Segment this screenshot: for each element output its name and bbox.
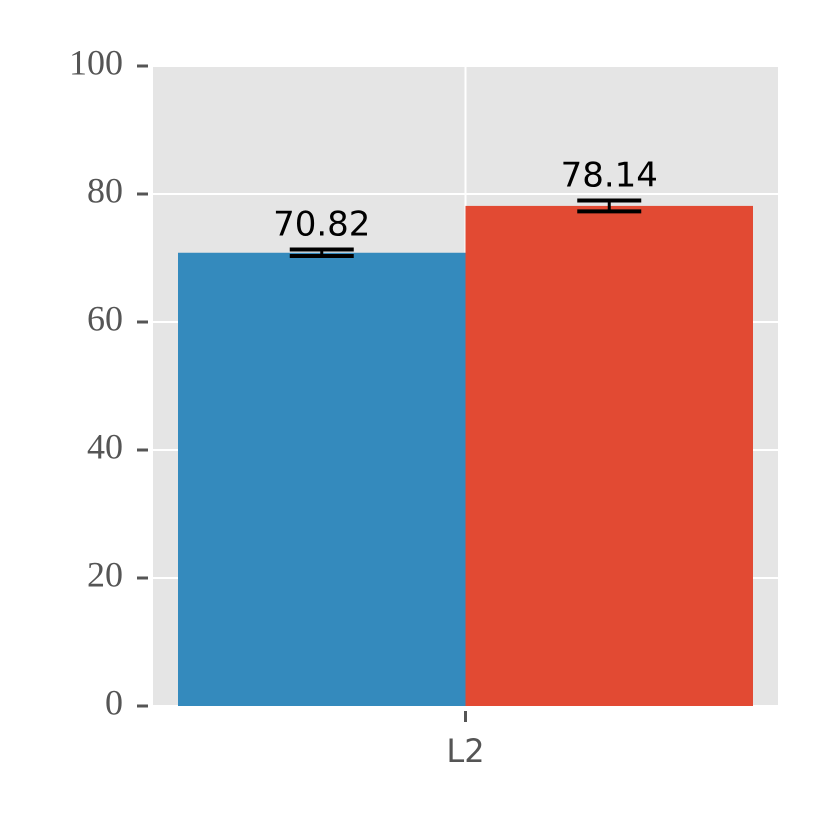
value-label: 70.82 bbox=[273, 205, 370, 245]
value-label: 78.14 bbox=[561, 155, 658, 195]
x-tick-label: L2 bbox=[446, 732, 484, 770]
y-tick-label: 0 bbox=[105, 682, 123, 722]
y-tick-label: 60 bbox=[87, 298, 123, 338]
y-tick-label: 20 bbox=[87, 554, 123, 594]
bar bbox=[465, 205, 753, 707]
y-tick-label: 40 bbox=[87, 426, 123, 466]
y-tick-label: 100 bbox=[69, 42, 123, 82]
y-tick-label: 80 bbox=[87, 170, 123, 210]
bar bbox=[178, 252, 466, 706]
